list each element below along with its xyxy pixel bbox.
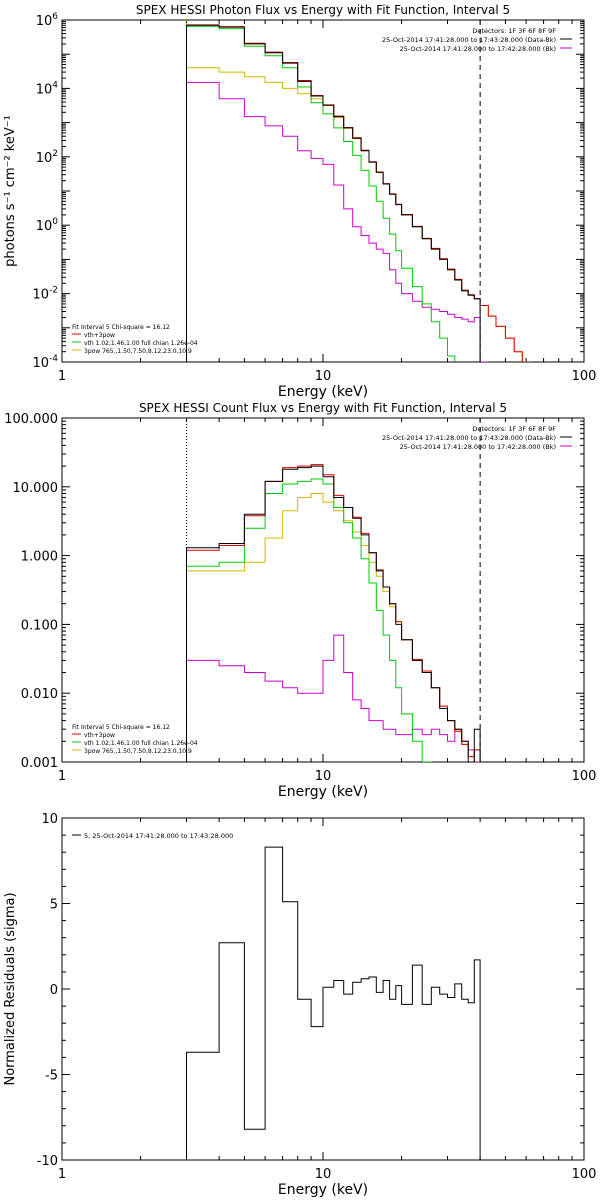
legend-top-entry: Detectors: 1F 3F 6F 8F 9F bbox=[472, 425, 556, 433]
legend-bottom-entry: 3pow 765.,1.50,7.50,8.12,23.0,10.9 bbox=[84, 348, 192, 355]
y-tick-label: -10 bbox=[37, 1154, 58, 1169]
series-group bbox=[186, 24, 531, 362]
series-vth-3pow bbox=[186, 464, 481, 762]
series-data-bk bbox=[186, 24, 481, 362]
series-data-bk bbox=[186, 465, 481, 762]
y-tick-label: 0.100 bbox=[21, 618, 58, 633]
y-tick-label: 100 bbox=[36, 217, 59, 234]
y-tick-label: 0 bbox=[50, 983, 58, 998]
y-tick-label: 102 bbox=[36, 149, 58, 166]
x-tick-label: 10 bbox=[315, 769, 332, 784]
y-tick-label: 10-4 bbox=[32, 354, 58, 371]
y-tick-label: 100.000 bbox=[4, 412, 58, 427]
x-tick-label: 1 bbox=[58, 1167, 66, 1182]
chart-title: SPEX HESSI Count Flux vs Energy with Fit… bbox=[139, 401, 507, 415]
legend-top-entry: 25-Oct-2014 17:41:28.000 to 17:42:28.000… bbox=[400, 443, 556, 451]
legend-top-entry: 25-Oct-2014 17:41:28.000 to 17:43:28.000… bbox=[382, 434, 556, 442]
series-3pow bbox=[186, 67, 531, 362]
x-tick-label: 100 bbox=[572, 369, 597, 384]
legend-bottom-entry: vth 1.02,1.46,1.00 full chian 1.26e-04 bbox=[84, 340, 198, 347]
y-axis-label: Normalized Residuals (sigma) bbox=[3, 892, 18, 1085]
x-axis-label: Energy (keV) bbox=[278, 784, 368, 800]
y-tick-label: 10.000 bbox=[13, 481, 59, 496]
x-tick-label: 10 bbox=[315, 1167, 332, 1182]
x-axis-label: Energy (keV) bbox=[278, 1182, 368, 1198]
legend-top-entry: 25-Oct-2014 17:41:28.000 to 17:42:28.000… bbox=[400, 45, 556, 53]
x-tick-label: 1 bbox=[58, 769, 66, 784]
y-tick-label: 1.000 bbox=[21, 550, 58, 565]
series-group bbox=[186, 846, 481, 1160]
x-tick-label: 100 bbox=[572, 769, 597, 784]
y-tick-label: 0.001 bbox=[21, 756, 58, 771]
series-bk bbox=[186, 634, 481, 762]
series-vth-3pow bbox=[186, 24, 531, 362]
legend-bottom-entry: Fit Interval 5 Chi-square = 16.12 bbox=[72, 324, 170, 331]
y-tick-label: 10 bbox=[41, 812, 58, 827]
y-tick-label: 5 bbox=[50, 898, 58, 913]
x-tick-label: 10 bbox=[315, 369, 332, 384]
y-axis-label: photons s⁻¹ cm⁻² keV⁻¹ bbox=[3, 115, 18, 267]
series-group bbox=[186, 464, 481, 762]
plot-frame bbox=[61, 19, 585, 363]
series-bk bbox=[186, 81, 489, 362]
legend-top-entry: 5, 25-Oct-2014 17:41:28.000 to 17:43:28.… bbox=[84, 832, 233, 840]
y-tick-label: 106 bbox=[36, 12, 59, 29]
series-residuals bbox=[186, 846, 481, 1160]
legend-top-entry: Detectors: 1F 3F 6F 8F 9F bbox=[472, 27, 556, 35]
chart-title: SPEX HESSI Photon Flux vs Energy with Fi… bbox=[136, 3, 510, 17]
series-vth bbox=[186, 25, 456, 362]
y-tick-label: 0.010 bbox=[21, 687, 58, 702]
legend-bottom-entry: 3pow 765.,1.50,7.50,8.12,23.0,10.9 bbox=[84, 748, 192, 755]
photon-flux-panel: SPEX HESSI Photon Flux vs Energy with Fi… bbox=[3, 3, 597, 400]
x-tick-label: 1 bbox=[58, 369, 66, 384]
x-tick-label: 100 bbox=[572, 1167, 597, 1182]
legend-bottom-entry: vth 1.02,1.46,1.00 full chian 1.26e-04 bbox=[84, 740, 198, 747]
y-tick-label: -5 bbox=[45, 1069, 58, 1084]
count-flux-panel: SPEX HESSI Count Flux vs Energy with Fit… bbox=[4, 401, 597, 800]
series-vth bbox=[186, 478, 432, 762]
y-tick-label: 10-2 bbox=[32, 286, 58, 303]
y-tick-label: 104 bbox=[36, 80, 59, 97]
legend-bottom-entry: vth+3pow bbox=[84, 732, 115, 739]
x-axis-label: Energy (keV) bbox=[278, 384, 368, 400]
legend-bottom-entry: vth+3pow bbox=[84, 332, 115, 339]
legend-top-entry: 25-Oct-2014 17:41:28.000 to 17:43:28.000… bbox=[382, 36, 556, 44]
legend-bottom-entry: Fit Interval 5 Chi-square = 16.12 bbox=[72, 724, 170, 731]
residuals-panel: 1 10 100 Energy (keV) -10 -5 0 5 10 Normalized Re… bbox=[3, 812, 596, 1198]
